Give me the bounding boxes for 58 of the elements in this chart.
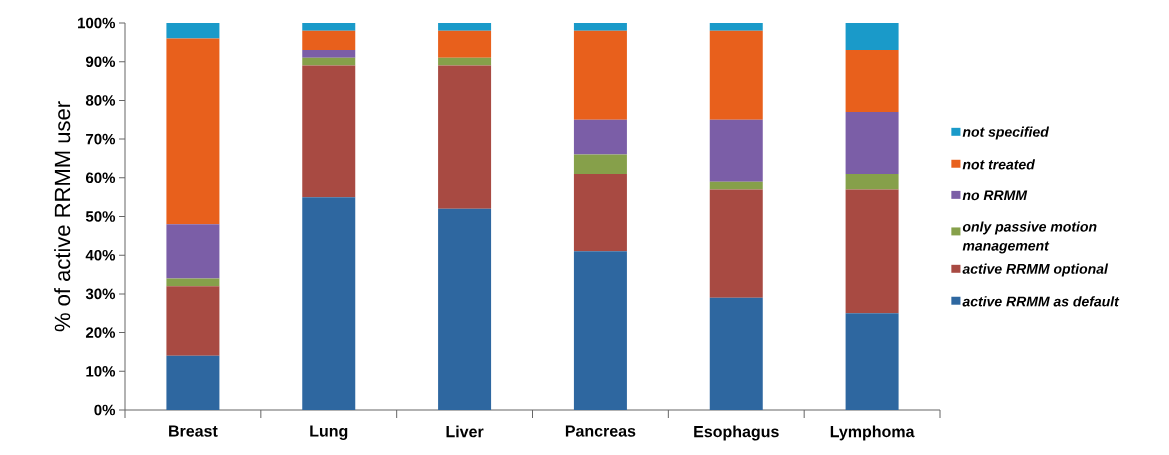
- bar: [709, 297, 763, 410]
- legend-label: no RRMM: [962, 190, 1028, 201]
- bar: [709, 181, 763, 190]
- bar: [166, 278, 220, 287]
- bar: [709, 119, 763, 182]
- y-tick-label: 20%: [85, 327, 116, 338]
- bar: [845, 112, 899, 174]
- bar: [573, 251, 627, 410]
- y-tick-label: 30%: [85, 288, 116, 300]
- y-tick-label: 70%: [86, 133, 116, 145]
- legend-label: not treated: [962, 159, 1036, 170]
- bar: [166, 23, 220, 39]
- y-tick-label: 50%: [85, 211, 116, 222]
- legend-label: not specified: [962, 126, 1050, 140]
- bar: [302, 30, 356, 51]
- bar: [709, 30, 763, 120]
- bar: [438, 23, 492, 31]
- x-tick-label: Liver: [446, 425, 484, 438]
- bar: [845, 313, 899, 410]
- bar: [573, 119, 627, 155]
- x-tick-label: Esophagus: [694, 425, 779, 441]
- bar: [166, 355, 220, 410]
- y-tick-label: 80%: [85, 95, 116, 106]
- bar: [845, 173, 899, 190]
- y-tick-label: 100%: [78, 17, 116, 29]
- bar: [302, 23, 356, 31]
- bar: [709, 189, 763, 298]
- bar: [573, 30, 627, 120]
- y-tick-label: 60%: [85, 172, 116, 184]
- y-tick-label: 10%: [86, 365, 116, 377]
- y-tick-label: 90%: [85, 56, 116, 67]
- bar: [302, 197, 356, 410]
- bar: [166, 38, 220, 225]
- bar: [573, 23, 627, 31]
- bar: [438, 57, 492, 66]
- legend-label: active RRMM optional: [962, 263, 1109, 277]
- bar: [302, 65, 356, 198]
- x-tick-label: Pancreas: [565, 425, 636, 437]
- bar: [438, 30, 492, 58]
- bar: [573, 154, 627, 174]
- x-tick-label: Lymphoma: [830, 425, 915, 441]
- bar: [166, 224, 220, 279]
- bar: [166, 286, 220, 356]
- bar: [845, 50, 899, 112]
- y-tick-label: 0%: [94, 404, 116, 416]
- y-axis-title: % of active RRMM user: [54, 101, 71, 332]
- legend-label: active RRMM as default: [962, 296, 1120, 307]
- x-tick-label: Lung: [310, 425, 348, 440]
- x-tick-label: Breast: [169, 425, 218, 437]
- bar: [302, 50, 356, 58]
- bar: [845, 23, 899, 51]
- bar: [573, 173, 627, 252]
- bar: [709, 23, 763, 31]
- bar: [845, 189, 899, 314]
- bar: [302, 57, 356, 66]
- bar: [438, 208, 492, 410]
- bar: [438, 65, 492, 209]
- y-tick-label: 40%: [85, 249, 116, 261]
